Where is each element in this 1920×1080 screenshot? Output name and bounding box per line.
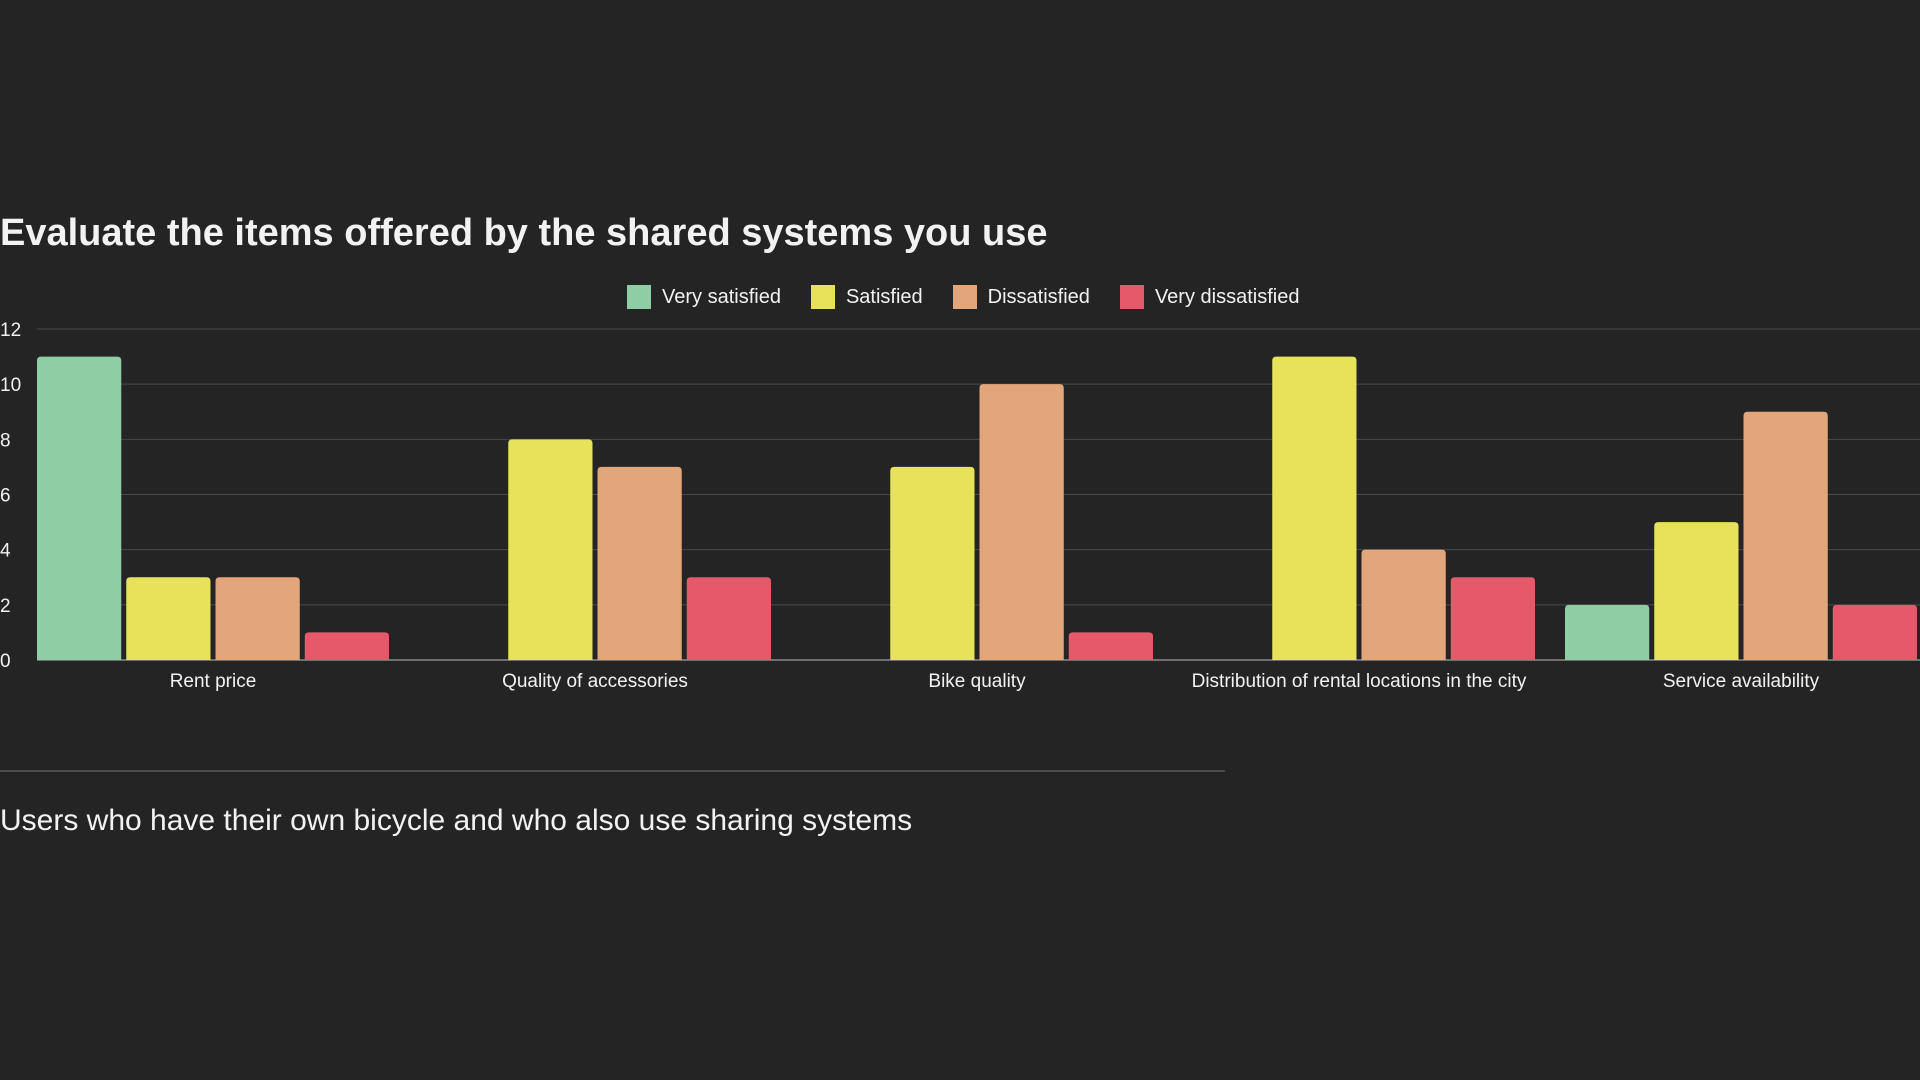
y-tick-label: 8 — [0, 430, 11, 451]
legend-item[interactable]: Satisfied — [810, 285, 923, 309]
bar — [1654, 522, 1739, 660]
y-tick-label: 4 — [0, 541, 11, 562]
bar — [1450, 577, 1535, 660]
subtitle: Users who have their own bicycle and who… — [0, 804, 913, 837]
legend-label: Very satisfied — [662, 285, 781, 308]
y-tick-label: 6 — [0, 486, 11, 507]
bar — [1361, 549, 1446, 660]
legend-swatch — [1119, 285, 1144, 309]
bar — [304, 632, 389, 660]
bar — [508, 439, 593, 660]
x-tick-label: Bike quality — [928, 671, 1026, 692]
y-tick-label: 2 — [0, 596, 11, 617]
bar — [37, 356, 122, 660]
bar — [1743, 411, 1828, 660]
y-tick-label: 0 — [0, 651, 11, 672]
y-tick-label: 12 — [0, 320, 21, 341]
legend-swatch — [810, 285, 835, 309]
x-tick-label: Service availability — [1663, 671, 1820, 692]
bar — [979, 384, 1064, 660]
x-tick-label: Distribution of rental locations in the … — [1192, 671, 1527, 692]
bar — [126, 577, 211, 660]
legend-item[interactable]: Very satisfied — [627, 285, 781, 309]
bar — [890, 466, 975, 660]
bar — [215, 577, 300, 660]
legend-label: Satisfied — [845, 285, 923, 308]
chart-title: Evaluate the items offered by the shared… — [0, 212, 1048, 254]
y-tick-label: 10 — [0, 375, 21, 396]
legend-label: Very dissatisfied — [1154, 285, 1300, 308]
legend-item[interactable]: Very dissatisfied — [1119, 285, 1300, 309]
legend-swatch — [627, 285, 651, 309]
legend-label: Dissatisfied — [987, 285, 1090, 308]
x-tick-label: Rent price — [170, 671, 257, 692]
legend-item[interactable]: Dissatisfied — [952, 285, 1090, 309]
legend: Very satisfied Satisfied Dissatisfied Very … — [627, 285, 1299, 309]
bar — [1832, 604, 1917, 660]
bar — [1272, 356, 1357, 660]
bar — [686, 577, 771, 660]
divider — [0, 770, 1225, 772]
bar — [1068, 632, 1153, 660]
x-tick-label: Quality of accessories — [502, 671, 688, 692]
bar — [1565, 604, 1650, 660]
bar — [597, 466, 682, 660]
legend-swatch — [952, 285, 977, 309]
